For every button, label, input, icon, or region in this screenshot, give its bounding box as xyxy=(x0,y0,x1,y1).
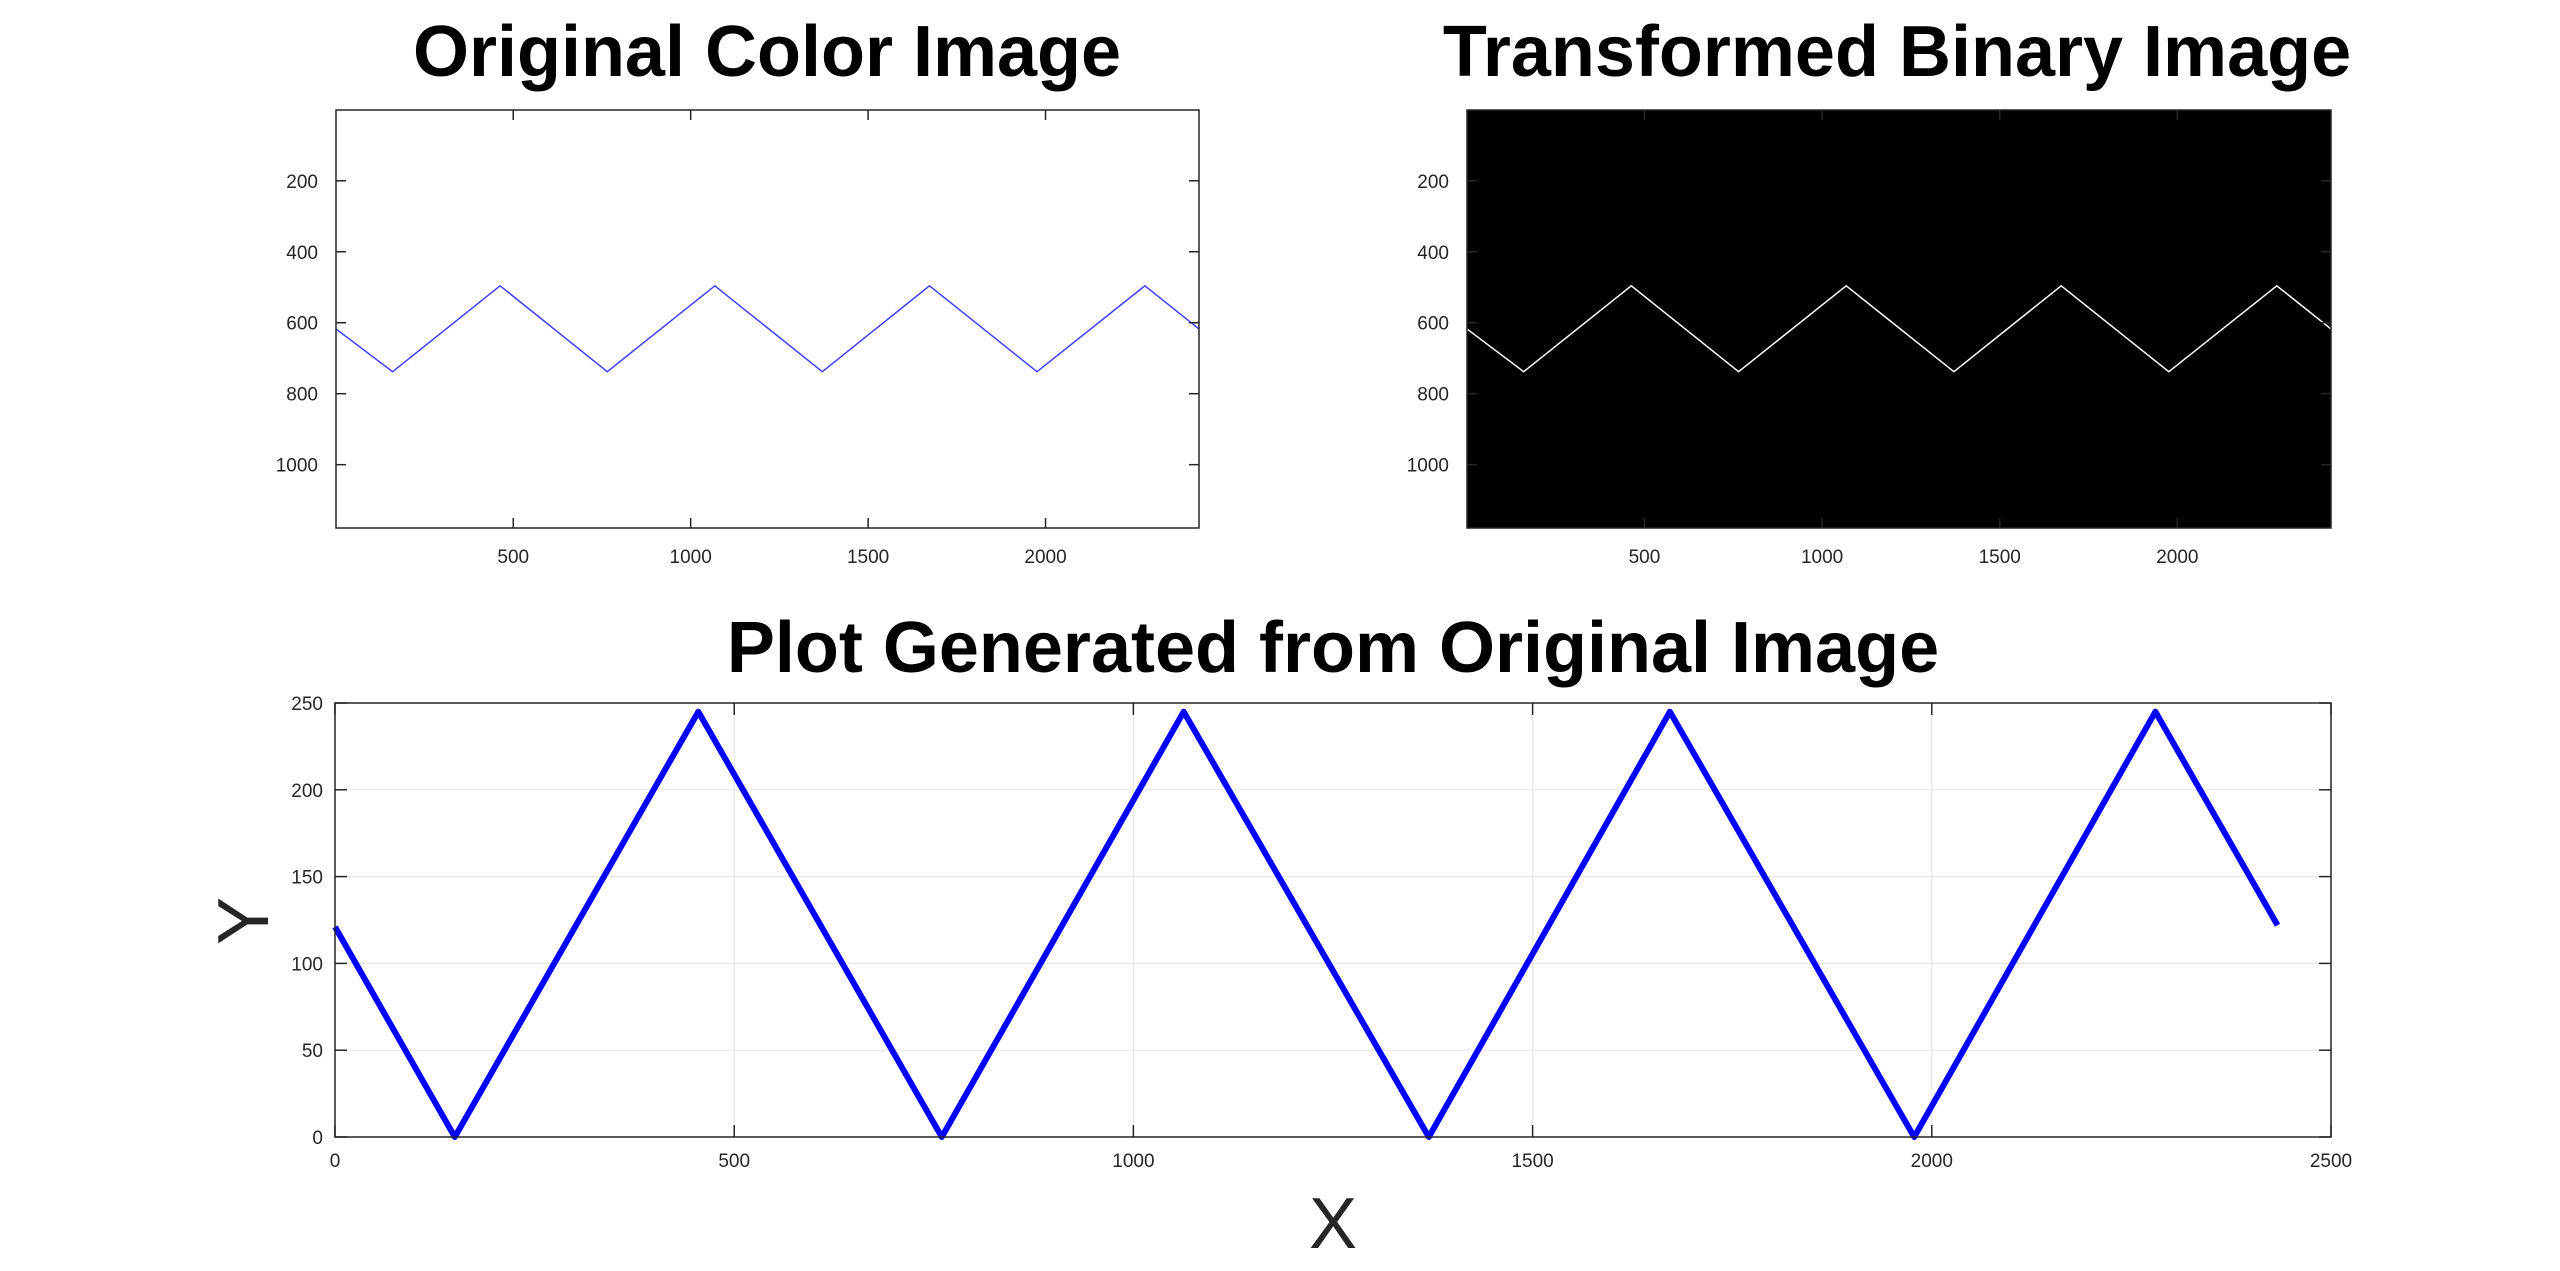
image-background xyxy=(1467,110,2331,528)
panel-title: Transformed Binary Image xyxy=(1443,12,2351,92)
x-tick-label: 1500 xyxy=(1511,1151,1553,1172)
panel-transformed-binary-image: Transformed Binary Image 500 1000 1500 2000… xyxy=(1407,12,2351,568)
x-tick-label: 1000 xyxy=(670,547,712,568)
image-line xyxy=(1466,284,2332,373)
axes-frame xyxy=(334,702,2332,1138)
plot-area xyxy=(335,110,1200,528)
plot-area xyxy=(332,708,2281,1140)
image-background xyxy=(336,110,1199,528)
y-tick-label: 100 xyxy=(291,954,323,975)
axes: 500 1000 1500 2000 200 400 600 800 1000 xyxy=(276,109,1200,568)
y-tick-label: 200 xyxy=(1417,172,1449,193)
x-tick-label: 500 xyxy=(718,1151,750,1172)
x-tick-label: 2000 xyxy=(2156,547,2198,568)
axes-frame xyxy=(1466,109,2332,529)
x-axis-label: X xyxy=(1309,1184,1357,1264)
axes: 0 500 1000 1500 2000 2500 0 50 100 150 200 250 xyxy=(291,694,2352,1172)
panel-title: Original Color Image xyxy=(413,12,1121,92)
x-tick-label: 1500 xyxy=(1979,547,2021,568)
x-tick-label: 1500 xyxy=(847,547,889,568)
y-tick-label: 600 xyxy=(286,314,318,335)
panel-generated-plot: Plot Generated from Original Image 0 500 1… xyxy=(204,608,2352,1264)
y-tick-label: 1000 xyxy=(276,456,318,477)
y-tick-label: 250 xyxy=(291,694,323,715)
x-tick-label: 2500 xyxy=(2310,1151,2352,1172)
y-axis-label: Y xyxy=(204,897,284,945)
y-tick-label: 200 xyxy=(291,781,323,802)
x-tick-label: 2000 xyxy=(1911,1151,1953,1172)
x-tick-label: 500 xyxy=(497,547,529,568)
series-line xyxy=(332,708,2281,1140)
axes: 500 1000 1500 2000 200 400 600 800 1000 xyxy=(1407,109,2332,568)
y-tick-label: 150 xyxy=(291,868,323,889)
x-tick-label: 1000 xyxy=(1112,1151,1154,1172)
y-tick-label: 50 xyxy=(302,1041,323,1062)
x-tick-label: 500 xyxy=(1629,547,1661,568)
axes-frame xyxy=(335,109,1200,529)
image-line xyxy=(335,284,1200,373)
x-tick-label: 0 xyxy=(330,1151,341,1172)
y-tick-label: 800 xyxy=(1417,385,1449,406)
y-tick-label: 0 xyxy=(312,1128,323,1149)
x-tick-label: 1000 xyxy=(1801,547,1843,568)
panel-original-color-image: Original Color Image 500 1000 1500 2000 200 4… xyxy=(276,12,1200,568)
y-tick-label: 800 xyxy=(286,385,318,406)
panel-title: Plot Generated from Original Image xyxy=(727,608,1939,688)
y-tick-label: 600 xyxy=(1417,314,1449,335)
y-tick-label: 400 xyxy=(1417,243,1449,264)
y-tick-label: 400 xyxy=(286,243,318,264)
y-tick-label: 1000 xyxy=(1407,456,1449,477)
x-tick-label: 2000 xyxy=(1024,547,1066,568)
plot-area xyxy=(1466,110,2332,528)
y-tick-label: 200 xyxy=(286,172,318,193)
